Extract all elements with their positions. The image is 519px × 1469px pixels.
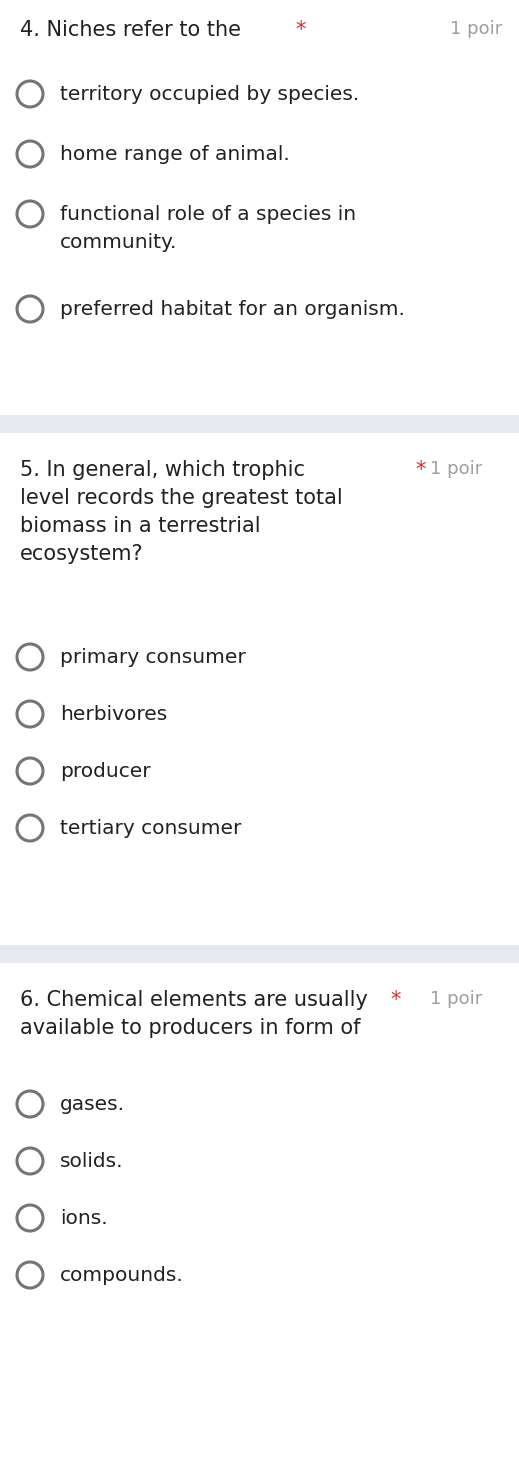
Text: 4. Niches refer to the: 4. Niches refer to the: [20, 21, 248, 40]
Text: ecosystem?: ecosystem?: [20, 544, 144, 564]
Text: 1 poir: 1 poir: [430, 460, 482, 477]
Text: territory occupied by species.: territory occupied by species.: [60, 85, 359, 104]
Text: functional role of a species in: functional role of a species in: [60, 206, 356, 223]
Text: *: *: [390, 990, 400, 1011]
Text: gases.: gases.: [60, 1094, 125, 1114]
Text: 5. In general, which trophic: 5. In general, which trophic: [20, 460, 305, 480]
Text: compounds.: compounds.: [60, 1266, 184, 1285]
Text: 1 poir: 1 poir: [450, 21, 502, 38]
Text: tertiary consumer: tertiary consumer: [60, 820, 241, 837]
Text: community.: community.: [60, 234, 177, 253]
Text: home range of animal.: home range of animal.: [60, 145, 290, 165]
Text: *: *: [295, 21, 305, 40]
Text: level records the greatest total: level records the greatest total: [20, 488, 343, 508]
Text: ions.: ions.: [60, 1209, 107, 1228]
Text: producer: producer: [60, 762, 151, 782]
Text: herbivores: herbivores: [60, 705, 167, 724]
Text: *: *: [415, 460, 426, 480]
Bar: [0, 945, 519, 964]
Text: 1 poir: 1 poir: [430, 990, 482, 1008]
Text: biomass in a terrestrial: biomass in a terrestrial: [20, 516, 261, 536]
Text: 6. Chemical elements are usually: 6. Chemical elements are usually: [20, 990, 368, 1011]
Text: available to producers in form of: available to producers in form of: [20, 1018, 361, 1039]
Bar: [0, 416, 519, 433]
Text: preferred habitat for an organism.: preferred habitat for an organism.: [60, 300, 405, 319]
Text: solids.: solids.: [60, 1152, 124, 1171]
Text: primary consumer: primary consumer: [60, 648, 246, 667]
